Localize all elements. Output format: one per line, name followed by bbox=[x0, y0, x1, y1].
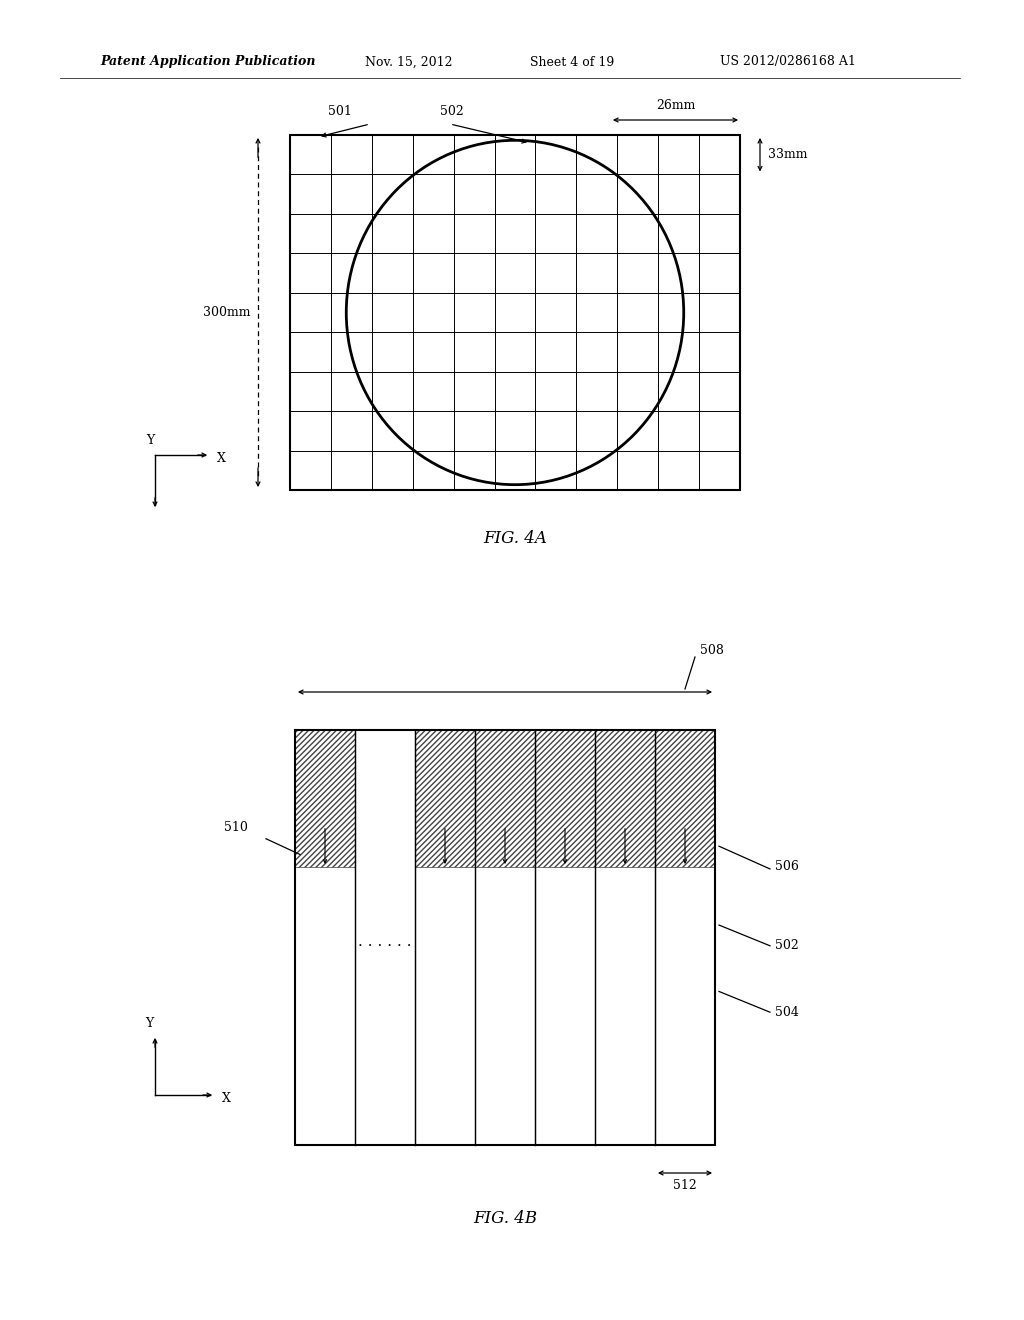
Text: US 2012/0286168 A1: US 2012/0286168 A1 bbox=[720, 55, 856, 69]
Text: 502: 502 bbox=[775, 940, 799, 952]
Text: Y: Y bbox=[145, 434, 155, 447]
Bar bbox=[655, 730, 715, 867]
Text: X: X bbox=[217, 453, 226, 466]
Text: Nov. 15, 2012: Nov. 15, 2012 bbox=[365, 55, 453, 69]
Text: Patent Application Publication: Patent Application Publication bbox=[100, 55, 315, 69]
Text: Y: Y bbox=[144, 1016, 154, 1030]
Text: 300mm: 300mm bbox=[203, 306, 250, 319]
Text: 501: 501 bbox=[328, 106, 352, 117]
Bar bbox=[295, 730, 355, 867]
Text: 26mm: 26mm bbox=[655, 99, 695, 112]
Text: 512: 512 bbox=[673, 1179, 697, 1192]
Text: X: X bbox=[222, 1093, 230, 1106]
Text: 33mm: 33mm bbox=[768, 148, 808, 161]
Text: FIG. 4B: FIG. 4B bbox=[473, 1210, 537, 1228]
Text: 502: 502 bbox=[440, 106, 464, 117]
Bar bbox=[295, 730, 715, 1144]
Text: · · · · · ·: · · · · · · bbox=[358, 939, 412, 953]
Text: FIG. 4A: FIG. 4A bbox=[483, 531, 547, 546]
Text: Sheet 4 of 19: Sheet 4 of 19 bbox=[530, 55, 614, 69]
Text: 504: 504 bbox=[775, 1006, 799, 1019]
Text: 506: 506 bbox=[775, 861, 799, 874]
Bar bbox=[290, 135, 740, 490]
Bar bbox=[475, 730, 535, 867]
Text: 510: 510 bbox=[224, 821, 248, 834]
Text: 508: 508 bbox=[700, 644, 724, 657]
Bar bbox=[535, 730, 595, 867]
Bar bbox=[595, 730, 655, 867]
Bar bbox=[415, 730, 475, 867]
